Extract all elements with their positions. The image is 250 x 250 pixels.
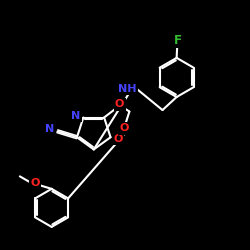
Text: O: O: [114, 134, 123, 143]
Text: NH: NH: [118, 84, 137, 94]
Text: O: O: [120, 123, 129, 133]
Text: O: O: [115, 100, 124, 110]
Text: N: N: [71, 111, 81, 121]
Text: N: N: [45, 124, 54, 134]
Text: O: O: [31, 178, 40, 188]
Text: F: F: [174, 34, 182, 47]
